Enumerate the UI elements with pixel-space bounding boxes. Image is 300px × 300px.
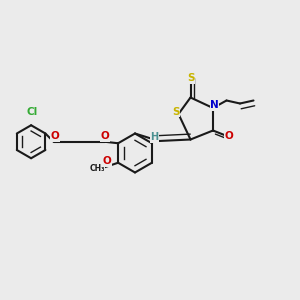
- Text: O: O: [51, 131, 59, 141]
- Text: Cl: Cl: [27, 107, 38, 117]
- Text: H: H: [150, 132, 159, 142]
- Text: S: S: [172, 106, 180, 117]
- Text: O: O: [224, 130, 233, 141]
- Text: O: O: [102, 156, 111, 166]
- Text: N: N: [210, 100, 219, 110]
- Text: CH₃: CH₃: [89, 164, 105, 173]
- Text: S: S: [187, 73, 194, 83]
- Text: O: O: [100, 131, 109, 141]
